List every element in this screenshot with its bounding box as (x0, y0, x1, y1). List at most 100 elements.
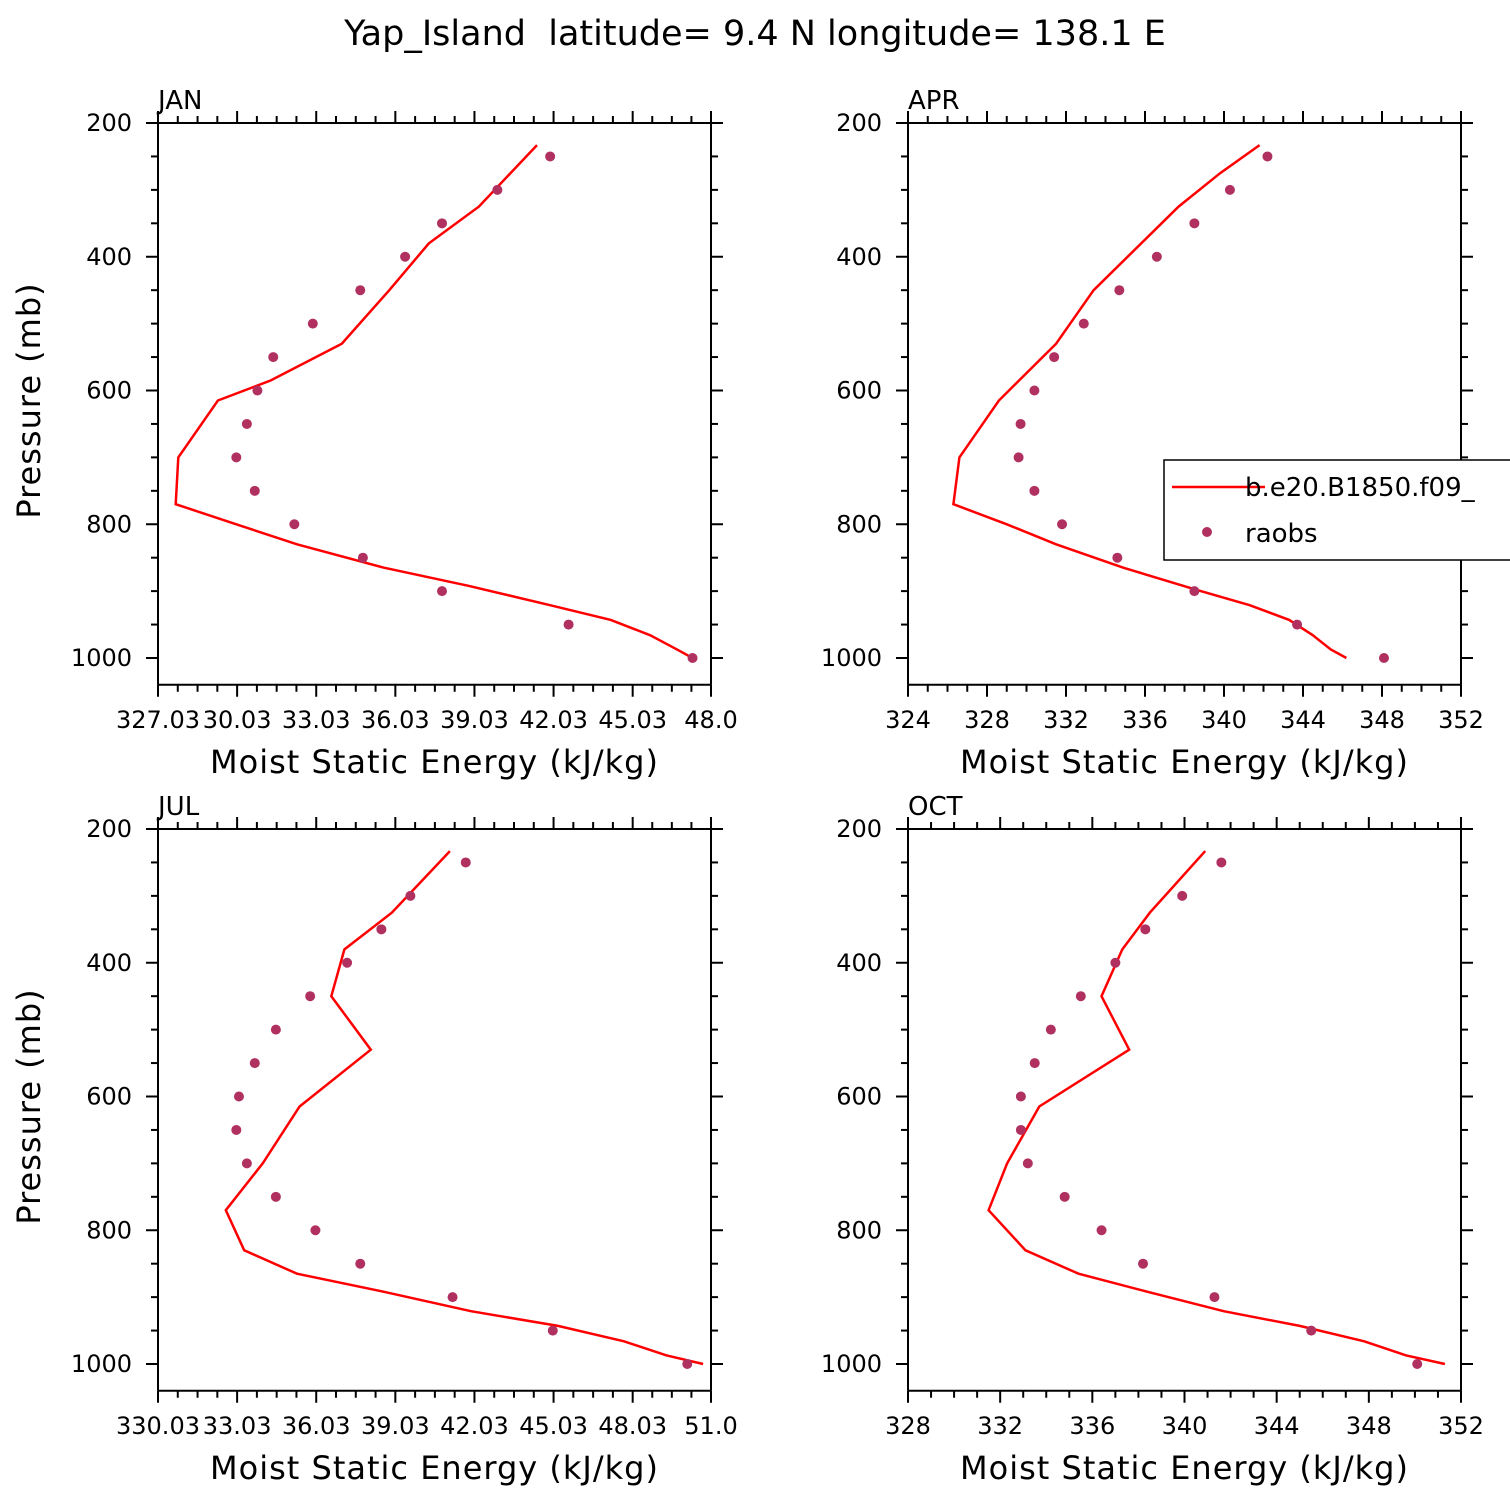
data-point-raobs (1057, 519, 1068, 530)
data-point-raobs (1029, 485, 1040, 496)
legend-label-model: b.e20.B1850.f09_ (1245, 473, 1476, 503)
x-tick-label: 348 (1359, 706, 1405, 734)
data-point-raobs (1216, 857, 1227, 868)
x-tick-label: 45.03 (519, 1412, 588, 1440)
x-tick-label: 48.0 (684, 706, 737, 734)
data-point-raobs (545, 151, 556, 162)
x-tick-label: 42.03 (519, 706, 588, 734)
x-tick-label: 36.03 (361, 706, 430, 734)
series-line-model (224, 850, 704, 1366)
x-tick-label: 327.03 (116, 706, 200, 734)
y-tick-label: 600 (86, 1083, 132, 1111)
data-point-raobs (460, 857, 471, 868)
data-point-raobs (1306, 1325, 1317, 1336)
x-tick-label: 340 (1201, 706, 1247, 734)
y-tick-label: 400 (836, 243, 882, 271)
data-point-raobs (357, 552, 368, 563)
data-point-raobs (437, 218, 448, 229)
data-point-raobs (1177, 890, 1188, 901)
data-point-raobs (682, 1359, 693, 1369)
figure-title: Yap_Island latitude= 9.4 N longitude= 13… (343, 14, 1166, 54)
y-tick-label: 400 (836, 949, 882, 977)
data-point-raobs (492, 184, 503, 195)
data-point-raobs (231, 1124, 242, 1135)
legend-label-obs: raobs (1245, 519, 1318, 549)
data-point-raobs (447, 1292, 458, 1303)
x-tick-label: 328 (964, 706, 1010, 734)
data-point-raobs (1292, 619, 1303, 630)
x-tick-label: 39.03 (361, 1412, 430, 1440)
x-tick-label: 42.03 (440, 1412, 509, 1440)
y-tick-label: 200 (86, 109, 132, 137)
x-tick-label: 336 (1122, 706, 1168, 734)
data-point-raobs (405, 890, 416, 901)
y-tick-label: 1000 (821, 1350, 882, 1378)
data-point-raobs (376, 924, 387, 935)
data-point-raobs (1112, 552, 1123, 563)
data-point-raobs (310, 1225, 321, 1236)
data-point-raobs (1049, 352, 1060, 363)
x-tick-label: 332 (1043, 706, 1089, 734)
x-tick-label: 30.03 (203, 706, 272, 734)
series-line-model (987, 850, 1446, 1366)
x-tick-label: 352 (1438, 1412, 1484, 1440)
data-point-raobs (1029, 1058, 1040, 1069)
panel-label: JAN (156, 86, 202, 116)
data-point-raobs (1078, 318, 1089, 329)
data-point-raobs (1189, 586, 1200, 597)
data-point-raobs (233, 1091, 244, 1102)
x-tick-label: 328 (885, 1412, 931, 1440)
panel-label: OCT (908, 792, 963, 822)
data-point-raobs (1029, 385, 1040, 396)
x-tick-label: 340 (1162, 1412, 1208, 1440)
x-tick-label: 51.0 (684, 1412, 737, 1440)
data-point-raobs (355, 1258, 366, 1269)
data-point-raobs (1378, 653, 1389, 663)
data-point-raobs (1110, 957, 1121, 968)
data-point-raobs (342, 957, 353, 968)
data-point-raobs (400, 251, 411, 262)
data-point-raobs (231, 452, 242, 463)
series-line-model (174, 144, 694, 660)
y-tick-label: 1000 (71, 1350, 132, 1378)
data-point-raobs (241, 1158, 252, 1169)
data-point-raobs (307, 318, 318, 329)
data-point-raobs (1096, 1225, 1107, 1236)
x-tick-label: 336 (1069, 1412, 1115, 1440)
x-tick-label: 352 (1438, 706, 1484, 734)
x-axis-label: Moist Static Energy (kJ/kg) (960, 743, 1409, 781)
data-point-raobs (1224, 184, 1235, 195)
data-point-raobs (1151, 251, 1162, 262)
data-point-raobs (1059, 1191, 1070, 1202)
panel-label: APR (908, 86, 960, 116)
x-axis-label: Moist Static Energy (kJ/kg) (960, 1449, 1409, 1487)
data-point-raobs (355, 285, 366, 296)
y-tick-label: 600 (836, 1083, 882, 1111)
data-point-raobs (1015, 418, 1026, 429)
x-tick-label: 344 (1280, 706, 1326, 734)
panels: JAN 200 400 600 800 1000 327.03 30.03 33.03 36.03… (10, 86, 1484, 1487)
panel-oct: OCT 200 400 600 800 1000 328 332 336 340 344 348 352… (821, 792, 1484, 1487)
data-point-raobs (1045, 1024, 1056, 1035)
y-tick-label: 800 (86, 1216, 132, 1244)
y-axis-label: Pressure (mb) (10, 282, 48, 518)
x-axis-label: Moist Static Energy (kJ/kg) (210, 1449, 659, 1487)
y-tick-label: 400 (86, 949, 132, 977)
x-tick-label: 48.03 (598, 1412, 667, 1440)
x-tick-label: 45.03 (598, 706, 667, 734)
x-tick-label: 344 (1254, 1412, 1300, 1440)
y-tick-label: 800 (836, 510, 882, 538)
data-point-raobs (547, 1325, 558, 1336)
legend: b.e20.B1850.f09_ raobs (1163, 459, 1510, 561)
legend-marker-swatch (1202, 527, 1212, 537)
data-point-raobs (289, 519, 300, 530)
data-point-raobs (1114, 285, 1125, 296)
y-tick-label: 1000 (71, 644, 132, 672)
data-point-raobs (1140, 924, 1151, 935)
series-line-model (952, 144, 1348, 660)
x-tick-label: 39.03 (440, 706, 509, 734)
panel-jan: JAN 200 400 600 800 1000 327.03 30.03 33.03 36.03… (10, 86, 738, 781)
y-tick-label: 200 (836, 109, 882, 137)
data-point-raobs (1015, 1091, 1026, 1102)
